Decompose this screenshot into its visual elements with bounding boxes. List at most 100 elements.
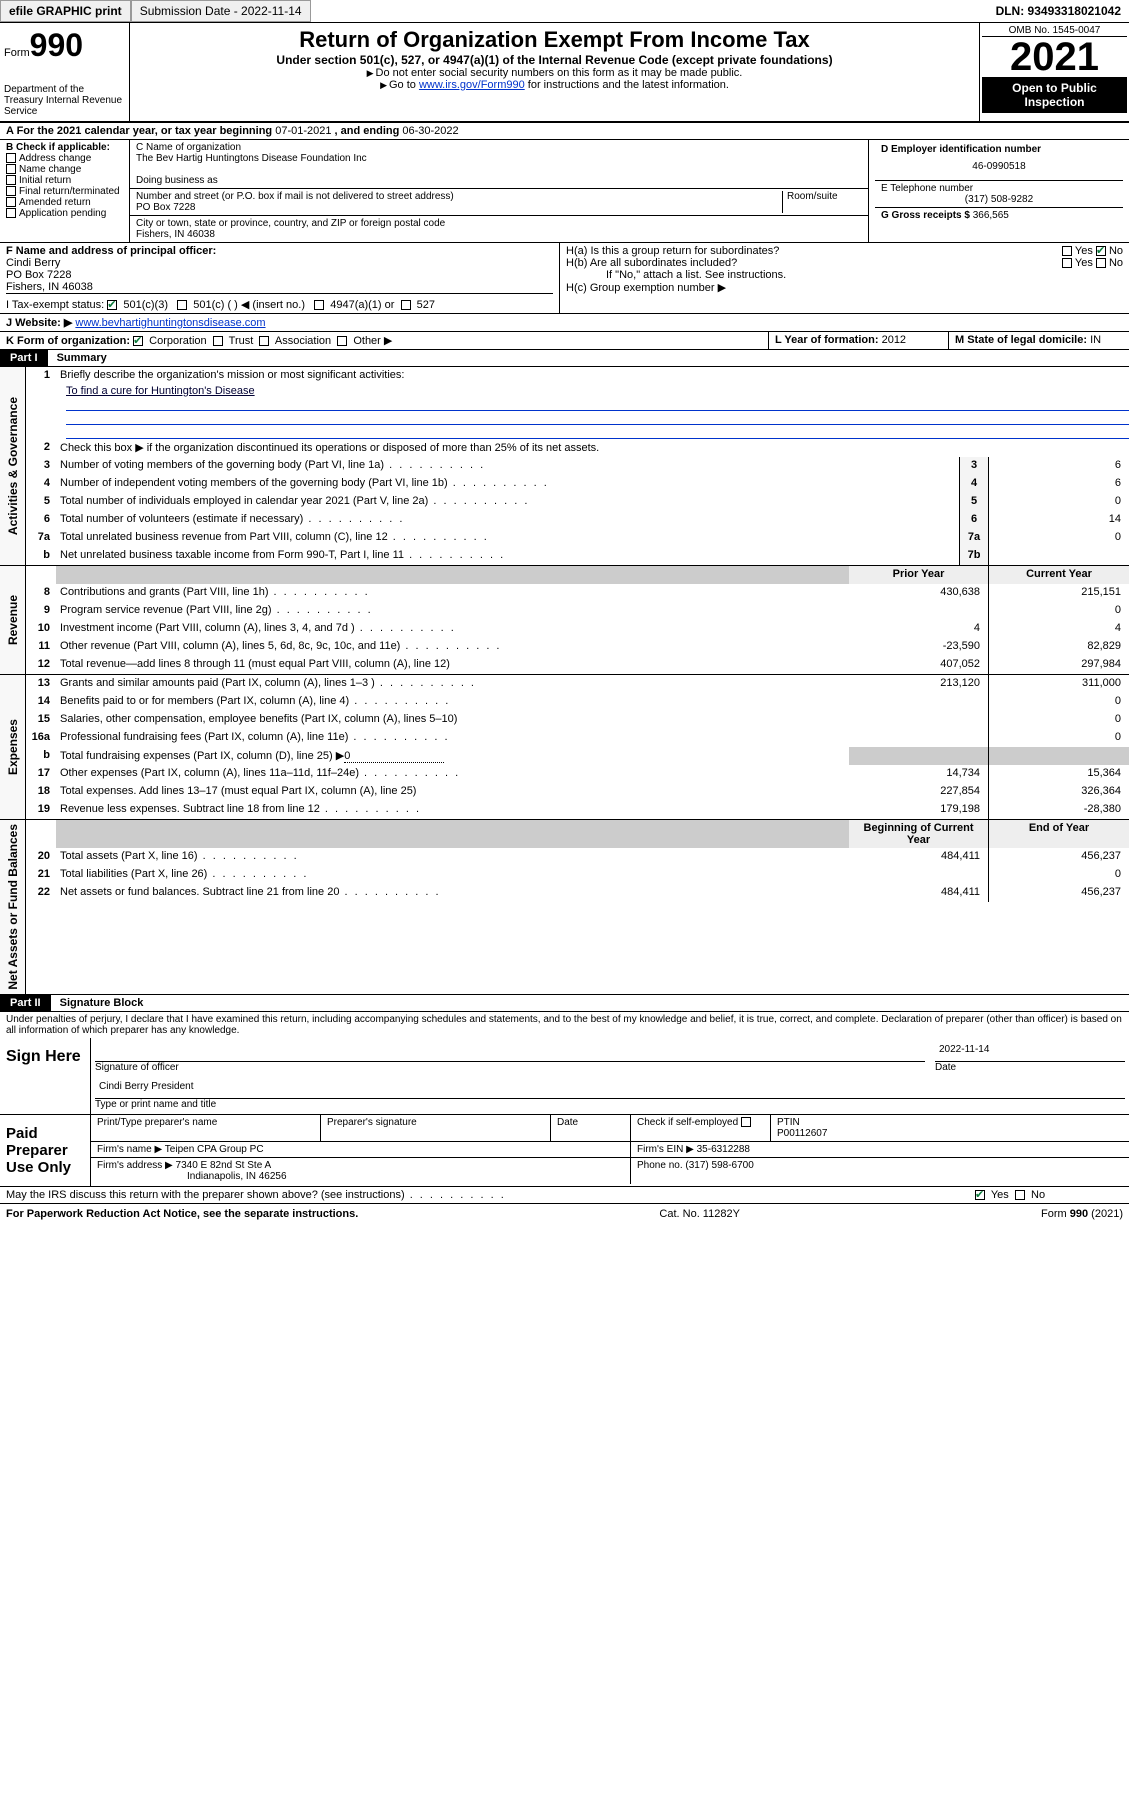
part1-label: Part I — [0, 350, 48, 366]
checkbox-ha-yes[interactable] — [1062, 246, 1072, 256]
opt-initial: Initial return — [19, 175, 71, 186]
firm-ein-label: Firm's EIN ▶ — [637, 1144, 694, 1155]
footer-mid: Cat. No. 11282Y — [659, 1208, 740, 1220]
checkbox-name-change[interactable] — [6, 164, 16, 174]
part2-header: Part II Signature Block — [0, 995, 1129, 1012]
checkbox-hb-yes[interactable] — [1062, 258, 1072, 268]
footer-left: For Paperwork Reduction Act Notice, see … — [6, 1208, 358, 1220]
discuss-row: May the IRS discuss this return with the… — [0, 1187, 1129, 1204]
opt-amended: Amended return — [19, 197, 91, 208]
ptin-val: P00112607 — [777, 1128, 827, 1139]
e-label: E Telephone number — [881, 183, 1117, 194]
checkbox-discuss-yes[interactable] — [975, 1190, 985, 1200]
checkbox-ha-no[interactable] — [1096, 246, 1106, 256]
l12: Total revenue—add lines 8 through 11 (mu… — [56, 656, 849, 674]
c13: 311,000 — [989, 675, 1129, 693]
top-bar: efile GRAPHIC print Submission Date - 20… — [0, 0, 1129, 23]
checkbox-501c3[interactable] — [107, 300, 117, 310]
l22: Net assets or fund balances. Subtract li… — [56, 884, 849, 902]
officer-addr2: Fishers, IN 46038 — [6, 281, 553, 293]
sig-date-val: 2022-11-14 — [935, 1042, 1125, 1062]
hdr-end: End of Year — [989, 820, 1129, 848]
hb-note: If "No," attach a list. See instructions… — [566, 269, 1123, 281]
checkbox-discuss-no[interactable] — [1015, 1190, 1025, 1200]
officer-addr1: PO Box 7228 — [6, 269, 553, 281]
firm-addr2: Indianapolis, IN 46256 — [97, 1171, 287, 1182]
i-label: I Tax-exempt status: — [6, 299, 104, 311]
checkbox-final[interactable] — [6, 186, 16, 196]
opt-4947: 4947(a)(1) or — [330, 299, 394, 311]
l2-desc: Check this box ▶ if the organization dis… — [60, 442, 599, 454]
ha-label: H(a) Is this a group return for subordin… — [566, 245, 779, 257]
expenses-section: Expenses 13Grants and similar amounts pa… — [0, 675, 1129, 820]
checkbox-527[interactable] — [401, 300, 411, 310]
sign-here-label: Sign Here — [0, 1038, 90, 1114]
firm-phone-label: Phone no. — [637, 1160, 683, 1171]
checkbox-address-change[interactable] — [6, 153, 16, 163]
paid-label: Paid Preparer Use Only — [0, 1115, 90, 1186]
hdr-begin: Beginning of Current Year — [849, 820, 989, 848]
form-number: 990 — [30, 27, 83, 63]
c17: 15,364 — [989, 765, 1129, 783]
checkbox-amended[interactable] — [6, 197, 16, 207]
checkbox-initial[interactable] — [6, 175, 16, 185]
discuss-yes: Yes — [991, 1189, 1009, 1201]
hb-label: H(b) Are all subordinates included? — [566, 257, 737, 269]
l3-desc: Number of voting members of the governin… — [56, 457, 959, 475]
l14: Benefits paid to or for members (Part IX… — [56, 693, 849, 711]
form-header: Form990 Department of the Treasury Inter… — [0, 23, 1129, 123]
l7b-desc: Net unrelated business taxable income fr… — [56, 547, 959, 565]
checkbox-other[interactable] — [337, 336, 347, 346]
part2-label: Part II — [0, 995, 51, 1011]
checkbox-assoc[interactable] — [259, 336, 269, 346]
rowA-mid: , and ending — [331, 125, 402, 137]
l-label: L Year of formation: — [775, 334, 879, 346]
website-link[interactable]: www.bevhartighuntingtonsdisease.com — [75, 317, 265, 329]
footer-right: Form 990 (2021) — [1041, 1208, 1123, 1220]
officer-name-title: Cindi Berry President — [95, 1079, 1125, 1099]
checkbox-4947[interactable] — [314, 300, 324, 310]
opt-trust: Trust — [229, 335, 254, 347]
form-title: Return of Organization Exempt From Incom… — [140, 27, 969, 53]
discuss-text: May the IRS discuss this return with the… — [6, 1189, 506, 1201]
part1-header: Part I Summary — [0, 350, 1129, 367]
b21 — [849, 866, 989, 884]
name-title-label: Type or print name and title — [95, 1099, 1125, 1110]
c-name-label: C Name of organization — [136, 142, 862, 153]
opt-assoc: Association — [275, 335, 331, 347]
checkbox-corp[interactable] — [133, 336, 143, 346]
ha-no: No — [1109, 245, 1123, 257]
p8: 430,638 — [849, 584, 989, 602]
p19: 179,198 — [849, 801, 989, 819]
l6-desc: Total number of volunteers (estimate if … — [56, 511, 959, 529]
opt-corp: Corporation — [149, 335, 206, 347]
org-city: Fishers, IN 46038 — [136, 229, 862, 240]
irs-link[interactable]: www.irs.gov/Form990 — [419, 79, 525, 91]
checkbox-trust[interactable] — [213, 336, 223, 346]
ptin-label: PTIN — [777, 1117, 800, 1128]
gross-receipts: 366,565 — [973, 210, 1009, 221]
note-goto-post: for instructions and the latest informat… — [525, 79, 729, 91]
checkbox-hb-no[interactable] — [1096, 258, 1106, 268]
prep-name-label: Print/Type preparer's name — [91, 1115, 321, 1141]
c18: 326,364 — [989, 783, 1129, 801]
hb-yes: Yes — [1075, 257, 1093, 269]
open-public-label: Open to Public Inspection — [982, 77, 1127, 113]
sign-here-row: Sign Here Signature of officer 2022-11-1… — [0, 1038, 1129, 1115]
city-label: City or town, state or province, country… — [136, 218, 862, 229]
dln-label: DLN: 93493318021042 — [988, 1, 1129, 21]
efile-print-button[interactable]: efile GRAPHIC print — [0, 0, 131, 22]
rowA-pre: A For the 2021 calendar year, or tax yea… — [6, 125, 275, 137]
p13: 213,120 — [849, 675, 989, 693]
page-footer: For Paperwork Reduction Act Notice, see … — [0, 1204, 1129, 1224]
addr-label: Number and street (or P.O. box if mail i… — [136, 191, 782, 202]
checkbox-501c[interactable] — [177, 300, 187, 310]
ein-value: 46-0990518 — [881, 155, 1117, 178]
g-label: G Gross receipts $ — [881, 210, 970, 221]
checkbox-pending[interactable] — [6, 208, 16, 218]
opt-501c: 501(c) ( ) ◀ (insert no.) — [193, 299, 305, 311]
l13: Grants and similar amounts paid (Part IX… — [56, 675, 849, 693]
checkbox-self-employed[interactable] — [741, 1117, 751, 1127]
l15: Salaries, other compensation, employee b… — [56, 711, 849, 729]
l21: Total liabilities (Part X, line 26) — [56, 866, 849, 884]
